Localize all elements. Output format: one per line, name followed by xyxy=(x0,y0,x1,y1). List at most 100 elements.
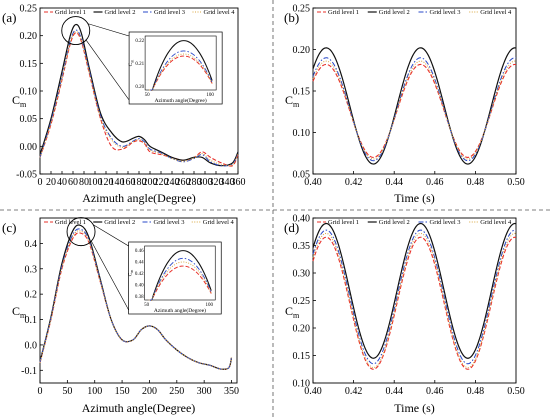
x-axis-label: Time (s) xyxy=(394,401,435,415)
legend-label-4: Grid level 4 xyxy=(204,9,236,16)
inset-series-grid-level-1 xyxy=(149,55,213,91)
series-line-grid-level-3 xyxy=(312,57,517,162)
inset-y-tick-label: 0.38 xyxy=(135,295,144,300)
y-tick-label: 0.2 xyxy=(25,290,38,301)
inset-series-grid-level-3 xyxy=(148,257,212,301)
legend-label-1: Grid level 1 xyxy=(328,219,359,226)
inset-x-axis-label: Azimuth angle(Degree) xyxy=(155,97,207,104)
x-tick-label: 0.42 xyxy=(345,177,363,188)
x-tick-label: 40 xyxy=(57,177,67,188)
series-line-grid-level-2 xyxy=(312,222,517,359)
y-tick-label: 0.30 xyxy=(293,269,311,280)
inset-x-tick-label: 100 xyxy=(205,303,213,308)
series-line-grid-level-1 xyxy=(312,63,517,158)
series-line-grid-level-1 xyxy=(39,32,239,167)
y-axis-label-c: C xyxy=(285,304,293,318)
y-tick-label: 0.10 xyxy=(293,379,311,390)
legend-label-3: Grid level 3 xyxy=(430,219,461,226)
y-tick-label: 0.10 xyxy=(20,87,38,98)
x-tick-label: 250 xyxy=(169,386,184,397)
zoom-connector xyxy=(87,23,130,37)
x-tick-label: 340 xyxy=(220,177,235,188)
y-tick-label: 0.15 xyxy=(20,59,38,70)
y-axis-label-c: C xyxy=(285,93,293,107)
x-axis-label: Azimuth angle(Degree) xyxy=(82,401,196,415)
x-tick-label: 50 xyxy=(62,386,72,397)
legend-label-3: Grid level 3 xyxy=(154,9,185,16)
x-tick-label: 300 xyxy=(197,386,212,397)
inset-plot-frame xyxy=(144,245,216,301)
x-tick-label: 100 xyxy=(88,177,103,188)
inset-y-axis-label: Cm xyxy=(128,59,135,67)
legend-label-4: Grid level 4 xyxy=(480,219,512,226)
x-tick-label: 350 xyxy=(224,386,239,397)
x-tick-label: 0.46 xyxy=(426,177,444,188)
y-axis-label: Cm xyxy=(12,93,27,109)
panel-c: 0 50 100 150 200 250 300 350 -0.1 0.0 0.1 0.2 0.3 0.4… xyxy=(2,217,239,415)
x-tick-label: 0.50 xyxy=(507,386,525,397)
x-tick-label: 160 xyxy=(121,177,136,188)
y-tick-label: 0.1 xyxy=(25,315,38,326)
y-axis-label: Cm xyxy=(285,93,300,109)
inset-x-axis-label: Azimuth angle(Degree) xyxy=(154,307,206,314)
inset-series-grid-level-3 xyxy=(149,50,213,91)
legend-label-4: Grid level 4 xyxy=(203,219,235,226)
x-tick-label: 200 xyxy=(142,386,157,397)
legend-label-1: Grid level 1 xyxy=(55,219,86,226)
panel-label: (d) xyxy=(284,220,299,235)
y-tick-label: -0.1 xyxy=(21,366,37,377)
inset-y-axis-label: Cm xyxy=(128,269,135,277)
panel-b: 0.40 0.42 0.44 0.46 0.48 0.50 0.05 0.10 0.15 0.20… xyxy=(284,4,525,206)
panel-label: (a) xyxy=(2,10,16,25)
x-tick-label: 300 xyxy=(198,177,213,188)
x-axis-label: Azimuth angle(Degree) xyxy=(82,191,196,205)
y-tick-label: 0.15 xyxy=(293,87,311,98)
x-tick-label: 0.46 xyxy=(426,386,444,397)
y-tick-label: 0.25 xyxy=(293,4,311,15)
y-tick-label: 0.10 xyxy=(293,128,311,139)
y-axis-label: Cm xyxy=(12,304,27,320)
inset-series-grid-level-2 xyxy=(149,40,213,91)
series-line-grid-level-3 xyxy=(312,229,517,365)
panel-a: 0 20 40 60 801001201401601802002202402602803… xyxy=(2,4,246,206)
x-tick-label: 0.40 xyxy=(304,177,322,188)
legend-label-3: Grid level 3 xyxy=(154,219,185,226)
series-line-grid-level-3 xyxy=(39,228,233,370)
y-tick-label: 0.25 xyxy=(293,296,311,307)
series-line-grid-level-2 xyxy=(312,47,517,165)
inset-y-tick-label: 0.21 xyxy=(135,62,144,67)
y-tick-label: 0.00 xyxy=(20,142,38,153)
x-tick-label: 240 xyxy=(165,177,180,188)
x-tick-label: 120 xyxy=(99,177,114,188)
y-tick-label: -0.05 xyxy=(16,170,37,181)
inset-y-tick-label: 0.44 xyxy=(135,261,144,266)
series-line-grid-level-4 xyxy=(312,232,517,369)
y-tick-label: 0.25 xyxy=(20,4,38,15)
x-tick-label: 0.50 xyxy=(507,177,525,188)
inset-x-tick-label: 100 xyxy=(206,93,214,98)
inset-y-tick-label: 0.40 xyxy=(135,284,144,289)
y-axis-label-c: C xyxy=(12,304,20,318)
x-tick-label: 150 xyxy=(115,386,130,397)
x-tick-label: 20 xyxy=(46,177,56,188)
x-tick-label: 180 xyxy=(132,177,147,188)
inset-x-tick-label: 50 xyxy=(144,303,150,308)
legend-label-2: Grid level 2 xyxy=(379,219,410,226)
inset-series-grid-level-1 xyxy=(148,265,212,301)
y-axis-label-sub: m xyxy=(293,311,300,320)
x-tick-label: 0 xyxy=(38,177,43,188)
x-tick-label: 260 xyxy=(176,177,191,188)
inset-y-axis-label-sub: m xyxy=(130,59,135,63)
inset-series-grid-level-4 xyxy=(149,53,213,91)
legend-label-1: Grid level 1 xyxy=(55,9,86,16)
x-tick-label: 280 xyxy=(187,177,202,188)
x-tick-label: 0.48 xyxy=(467,177,485,188)
x-tick-label: 220 xyxy=(154,177,169,188)
inset-y-tick-label: 0.22 xyxy=(135,39,144,44)
legend-label-4: Grid level 4 xyxy=(480,9,512,16)
x-tick-label: 140 xyxy=(110,177,125,188)
y-axis-label-sub: m xyxy=(20,100,27,109)
x-tick-label: 80 xyxy=(79,177,89,188)
y-tick-label: 0.0 xyxy=(25,340,38,351)
